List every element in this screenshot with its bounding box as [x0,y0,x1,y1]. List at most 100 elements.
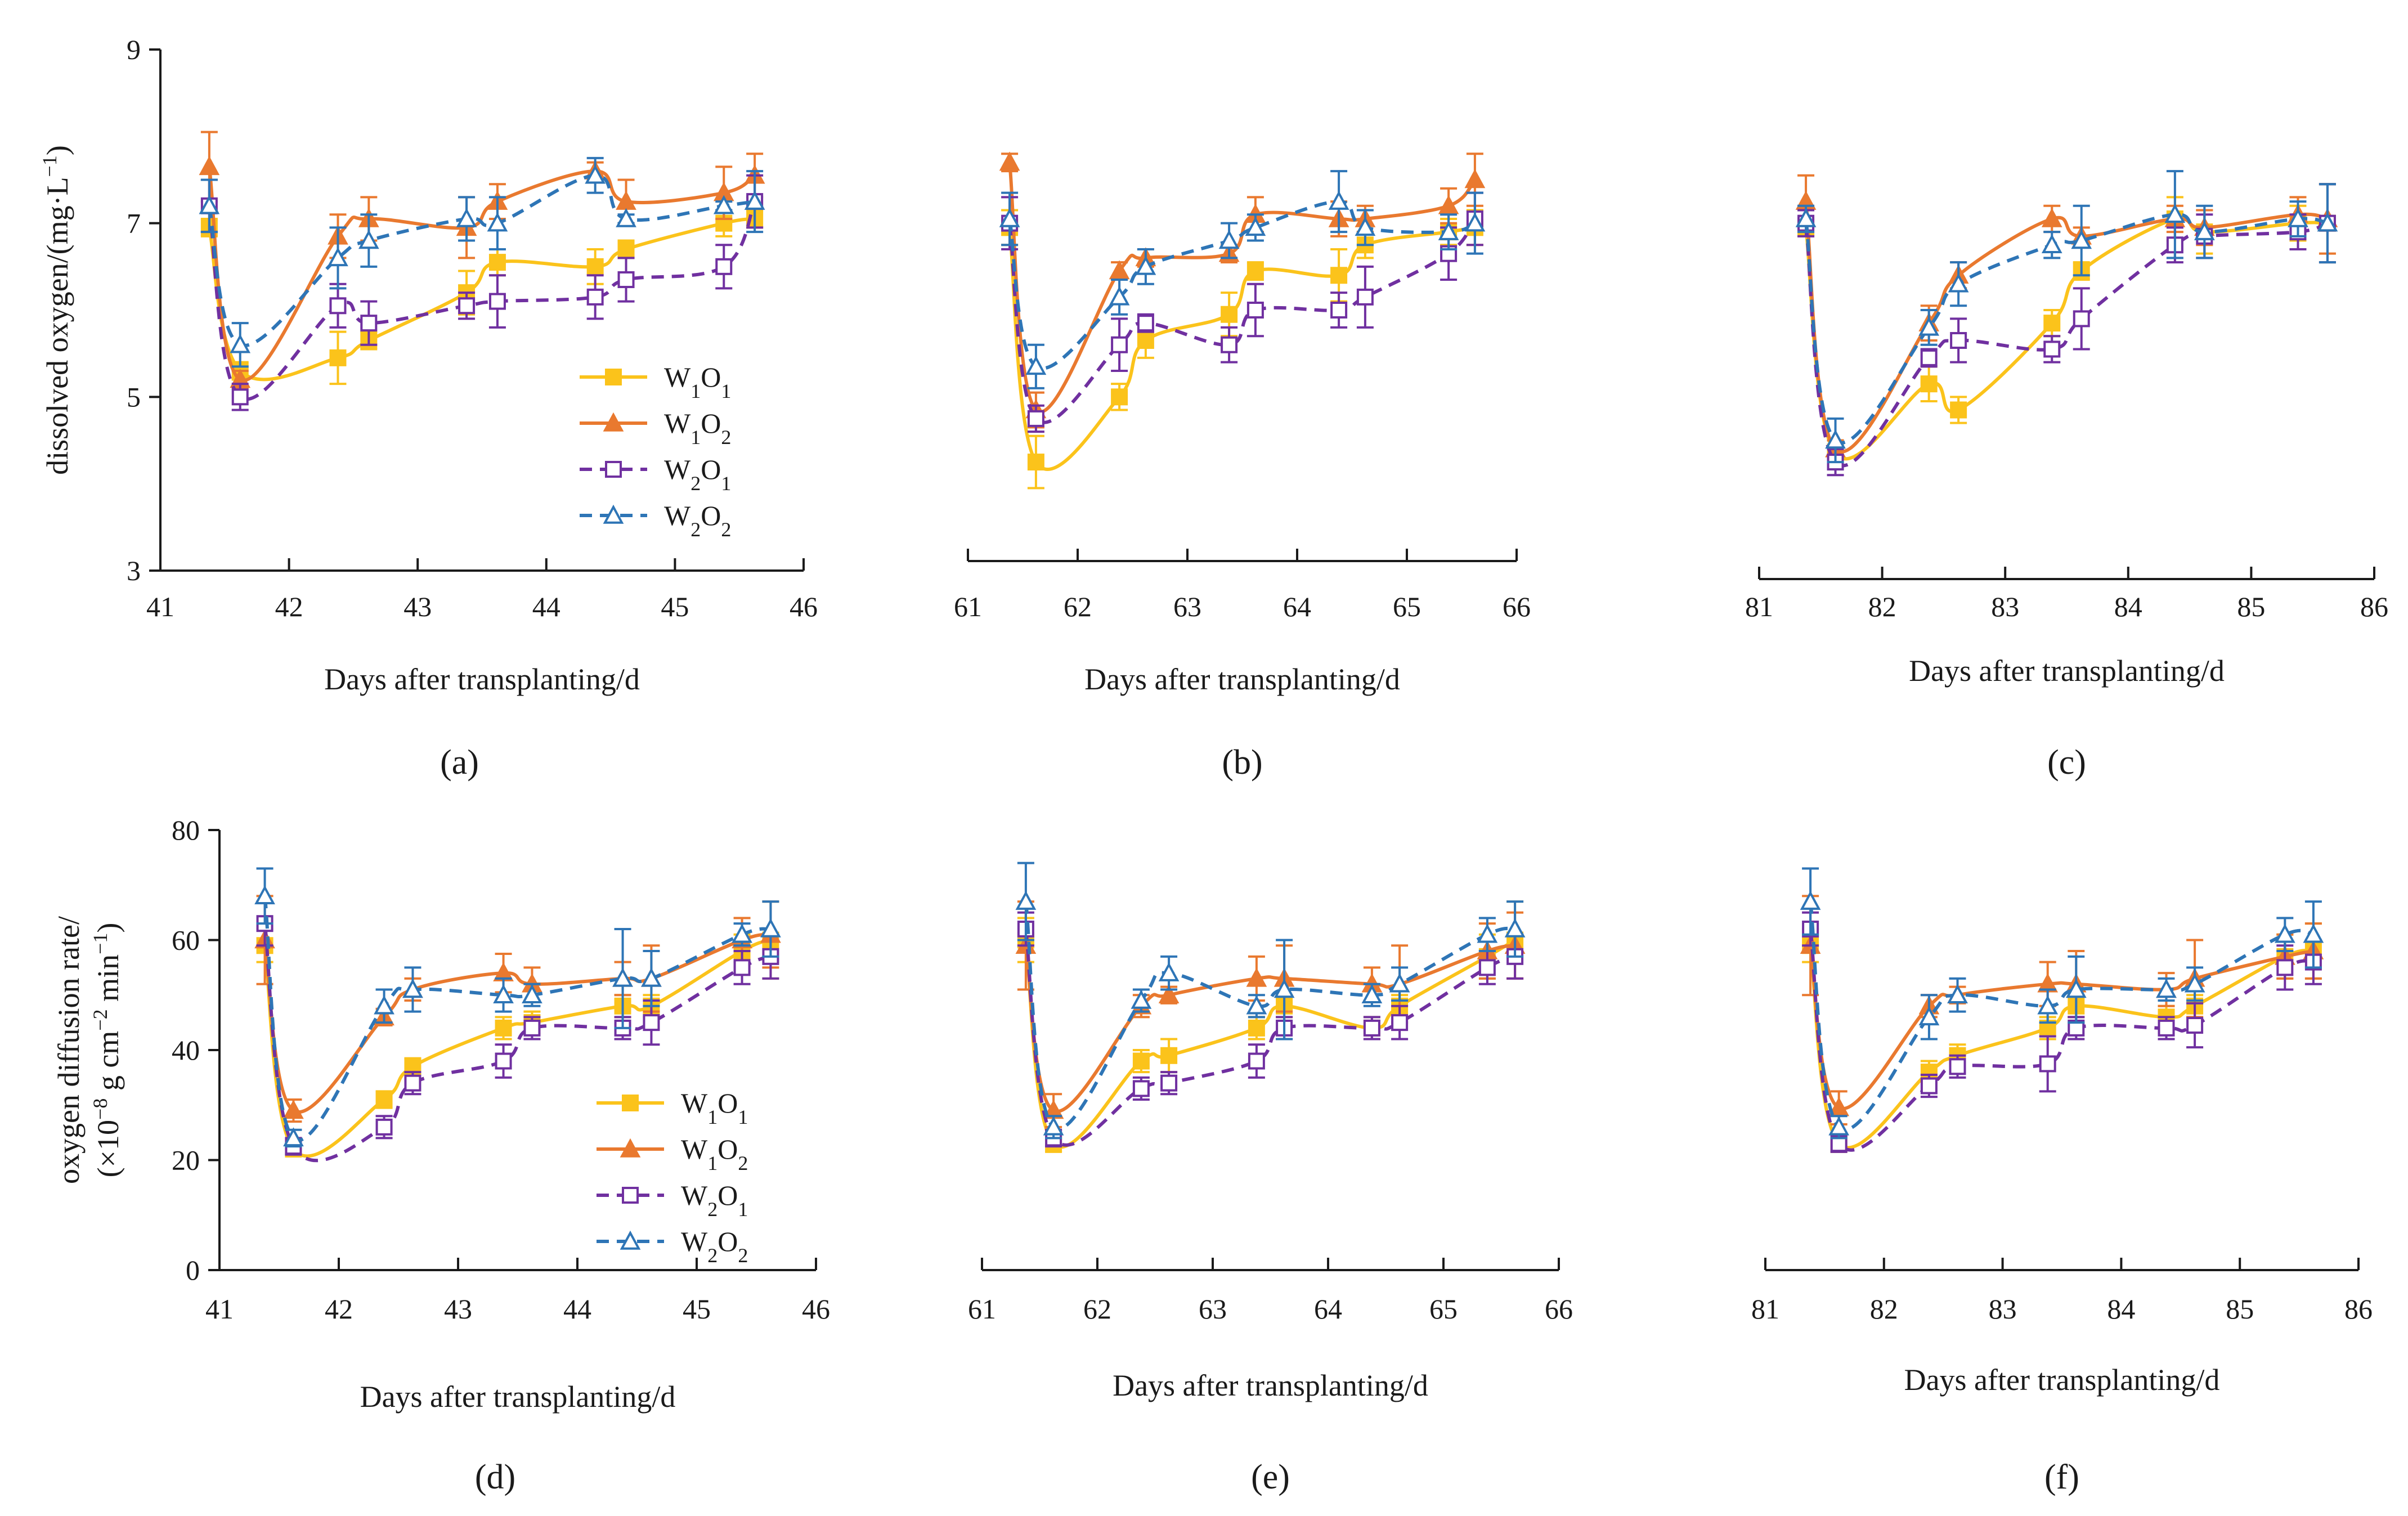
data-point [1795,208,1817,227]
data-point [1135,255,1156,275]
data-point [402,979,423,998]
data-point [1478,959,1496,976]
data-point [495,1019,512,1037]
data-point [230,334,251,353]
data-point [1027,454,1044,471]
panel-label: (f) [2044,1458,2079,1496]
panel-label: (d) [475,1458,515,1496]
series-W2O1 [256,900,779,1163]
data-point [358,230,379,249]
data-point [643,1014,660,1031]
data-point [1218,230,1240,249]
data-point [1160,1047,1178,1064]
x-axis-title: Days after transplanting/d [1909,654,2225,688]
data-point [1950,401,1967,419]
data-point [586,258,604,275]
series-W2O2 [1795,170,2338,464]
data-point [495,1052,512,1070]
data-point [1361,984,1383,1003]
legend-swatch-marker [605,461,622,478]
series-line [1008,218,1477,424]
data-point [1246,302,1264,319]
legend-swatch-marker [622,1187,639,1204]
x-tick-label: 63 [1173,591,1201,622]
legend-entry: W2O2 [664,500,731,541]
data-point [999,208,1020,227]
x-tick-label: 82 [1868,591,1896,622]
data-point [1949,1058,1966,1075]
series-W1O2 [1795,174,2338,459]
legend: W1O1 W1O2 W2O1 W2O2 [597,1087,748,1267]
data-point [1464,212,1486,232]
panel-label: (c) [2047,743,2086,782]
series-line [1804,213,2328,445]
data-point [2184,973,2205,993]
data-point [1330,302,1348,319]
data-point [1109,286,1130,306]
x-tick-label: 66 [1545,1293,1573,1325]
series-line [1024,944,1515,1113]
data-point [2041,208,2062,227]
x-tick-label: 62 [1083,1293,1111,1325]
y-tick-label: 80 [172,814,200,846]
legend: W1O1 W1O2 W2O1 W2O2 [580,361,731,541]
data-point [1221,336,1238,353]
data-point [2164,204,2186,223]
series-line [207,217,755,382]
legend-entry: W1O2 [664,407,731,448]
x-tick-label: 66 [1503,591,1531,622]
data-point [1043,1116,1064,1136]
data-point [617,271,635,288]
x-tick-label: 82 [1870,1293,1898,1325]
x-axis-title: Days after transplanting/d [324,662,640,696]
data-point [283,1127,304,1147]
data-point [254,885,275,905]
legend-swatch-marker [605,369,622,385]
data-point [329,349,347,366]
x-tick-label: 42 [325,1293,353,1325]
x-tick-label: 86 [2344,1293,2373,1325]
panel-c: 81 82 83 84 85 86 Days after transplanting/d (c… [1745,170,2388,782]
data-point [733,959,751,976]
panel-label: (e) [1251,1458,1290,1496]
series-W2O2 [1800,867,2324,1140]
x-tick-label: 42 [275,591,303,622]
data-point [1158,984,1180,1003]
x-axis-title: Days after transplanting/d [360,1380,676,1414]
legend-entry: W1O2 [681,1133,748,1174]
x-tick-label: 63 [1199,1293,1227,1325]
panel-label: (b) [1222,743,1262,782]
legend-swatch-marker [622,1095,639,1111]
data-point [1948,273,1969,293]
y-tick-label: 60 [172,925,200,956]
data-point [2037,995,2059,1015]
data-point [2041,234,2062,253]
data-point [329,297,347,315]
data-point [1947,984,1968,1003]
data-point [2073,310,2090,328]
x-tick-label: 46 [790,591,818,622]
data-point [1920,349,1938,366]
x-tick-label: 44 [532,591,560,622]
data-point [1920,375,1938,393]
data-point [586,288,604,306]
data-point [713,195,734,214]
x-tick-label: 65 [1393,591,1421,622]
legend-swatch-marker [620,1138,641,1158]
y-axis-title: dissolved oxygen/(mg·L−1) [38,145,74,475]
x-tick-label: 41 [205,1293,234,1325]
legend-swatch-marker [603,504,624,524]
data-point [2071,230,2092,249]
data-point [999,151,1020,171]
series-W1O1 [1001,209,1483,490]
data-point [1273,979,1295,998]
x-tick-label: 85 [2226,1293,2254,1325]
series-W2O1 [1802,911,2322,1153]
x-tick-label: 44 [563,1293,591,1325]
y-tick-label: 9 [127,34,141,65]
data-point [585,164,606,184]
x-tick-label: 81 [1745,591,1773,622]
data-point [523,1019,541,1037]
legend-swatch-marker [620,1230,641,1250]
data-point [1246,967,1267,987]
